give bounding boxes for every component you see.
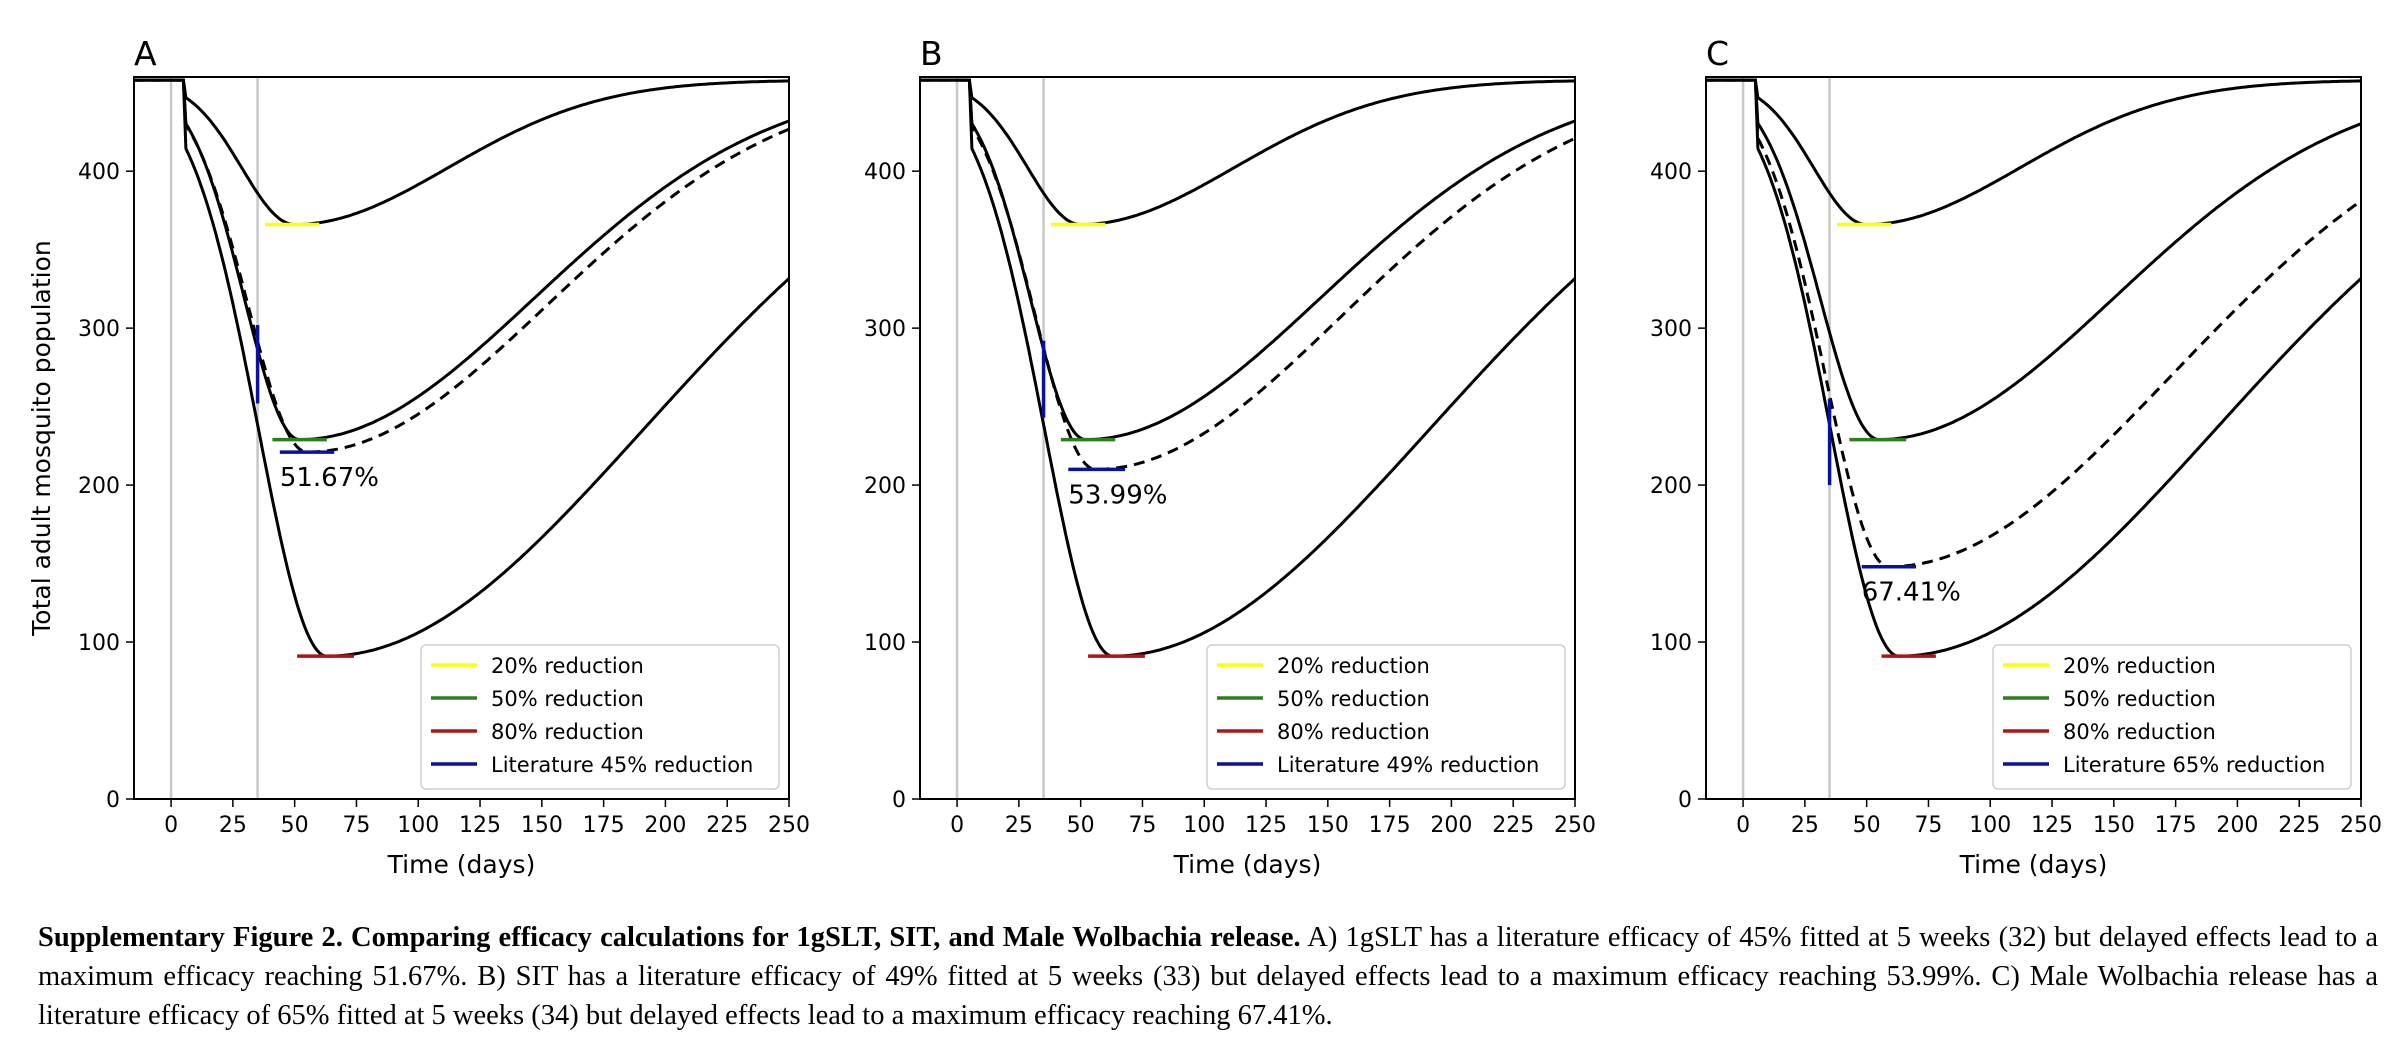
x-tick-label: 175 (1369, 813, 1411, 838)
x-tick-label: 50 (1067, 813, 1095, 838)
axes-frame (919, 76, 1576, 800)
legend-box (1992, 644, 2352, 790)
x-tick-label: 125 (1245, 813, 1287, 838)
panel-letter: C (1706, 34, 1729, 73)
y-tick-label: 300 (1650, 317, 1692, 342)
x-tick-label: 200 (1430, 813, 1472, 838)
y-tick-label: 300 (78, 317, 120, 342)
y-tick-label: 100 (864, 631, 906, 656)
x-tick-label: 175 (2155, 813, 2197, 838)
legend-entry: 80% reduction (1277, 720, 1430, 744)
y-tick-label: 0 (892, 788, 906, 813)
legend: 20% reduction 50% reduction 80% reduction L… (420, 644, 780, 790)
y-tick-label: 300 (864, 317, 906, 342)
series-line-1 (1706, 78, 2362, 226)
y-tick-label: 400 (1650, 160, 1692, 185)
x-tick-label: 225 (706, 813, 748, 838)
x-tick-label: 75 (1128, 813, 1156, 838)
chart-panel-b: 53.99% 0 25 50 75 100 125 150 175 200 225 250 0 100 20… (864, 34, 1596, 879)
x-tick-label: 25 (219, 813, 247, 838)
y-tick-label: 0 (106, 788, 120, 813)
legend-entry: 50% reduction (491, 687, 644, 711)
axes-frame (1705, 76, 2362, 800)
x-tick-label: 250 (768, 813, 810, 838)
figure: 51.67%0 25 50 75 100 125 150 175 200 225 250010020… (27, 34, 2382, 879)
x-tick-label: 0 (164, 813, 178, 838)
legend-entry: 50% reduction (2063, 687, 2216, 711)
x-tick-label: 100 (1183, 813, 1225, 838)
y-tick-label: 0 (1678, 788, 1692, 813)
x-tick-label: 75 (1914, 813, 1942, 838)
series-line-4 (134, 78, 790, 454)
series-line-1 (920, 78, 1576, 226)
y-tick-label: 200 (864, 474, 906, 499)
series-line-3 (920, 78, 1577, 658)
x-tick-label: 175 (583, 813, 625, 838)
legend-entry: 20% reduction (2063, 654, 2216, 678)
series-line-2 (920, 78, 1576, 442)
x-tick-label: 150 (521, 813, 563, 838)
peak-efficacy-label: 51.67% (280, 463, 379, 493)
x-tick-label: 125 (2031, 813, 2073, 838)
x-tick-label: 50 (281, 813, 309, 838)
caption-title: Supplementary Figure 2. Comparing effica… (38, 922, 1301, 953)
x-tick-label: 250 (1554, 813, 1596, 838)
series-line-4 (1706, 78, 2362, 569)
series-line-3 (134, 78, 791, 658)
legend-entry: 80% reduction (491, 720, 644, 744)
legend-entry: 20% reduction (1277, 654, 1430, 678)
series-line-4 (920, 78, 1576, 471)
legend-entry: Literature 65% reduction (2063, 753, 2325, 777)
x-axis-label: Time (days) (1173, 850, 1322, 879)
x-tick-label: 200 (2216, 813, 2258, 838)
series-line-2 (134, 78, 790, 442)
x-axis-label: Time (days) (1959, 850, 2108, 879)
x-tick-label: 150 (2093, 813, 2135, 838)
legend-box (1206, 644, 1566, 790)
y-tick-label: 400 (864, 160, 906, 185)
legend-entry: 80% reduction (2063, 720, 2216, 744)
legend: 20% reduction 50% reduction 80% reduction L… (1206, 644, 1566, 790)
y-tick-label: 100 (1650, 631, 1692, 656)
x-tick-label: 25 (1005, 813, 1033, 838)
series-line-2 (1706, 78, 2362, 442)
legend-entry: Literature 45% reduction (491, 753, 753, 777)
x-tick-label: 150 (1307, 813, 1349, 838)
x-tick-label: 200 (644, 813, 686, 838)
x-tick-label: 75 (342, 813, 370, 838)
legend-entry: 50% reduction (1277, 687, 1430, 711)
chart-panel-c: 67.41% 0 25 50 75 100 125 150 175 200 225 250 0 100 20… (1650, 34, 2382, 879)
caption-body: A) 1gSLT has a literature efficacy of 45… (38, 922, 2378, 1031)
legend-entry: Literature 49% reduction (1277, 753, 1539, 777)
axes-frame (133, 76, 790, 800)
x-tick-label: 50 (1853, 813, 1881, 838)
x-tick-label: 100 (397, 813, 439, 838)
x-tick-label: 25 (1791, 813, 1819, 838)
y-tick-label: 100 (78, 631, 120, 656)
legend-entry: 20% reduction (491, 654, 644, 678)
chart-panel-a: 51.67% 0 25 50 75 100 125 150 175 200 225 250 0 100 20… (27, 34, 810, 879)
x-tick-label: 225 (2278, 813, 2320, 838)
peak-efficacy-label: 53.99% (1068, 480, 1167, 510)
peak-efficacy-label: 67.41% (1862, 578, 1961, 608)
x-tick-label: 0 (950, 813, 964, 838)
x-tick-label: 0 (1736, 813, 1750, 838)
y-tick-label: 200 (78, 474, 120, 499)
legend-box (420, 644, 780, 790)
figure-caption: Supplementary Figure 2. Comparing effica… (38, 918, 2378, 1035)
x-tick-label: 250 (2340, 813, 2382, 838)
legend: 20% reduction 50% reduction 80% reduction L… (1992, 644, 2352, 790)
y-tick-label: 400 (78, 160, 120, 185)
panel-letter: A (134, 34, 157, 73)
x-axis-label: Time (days) (387, 850, 536, 879)
y-tick-label: 200 (1650, 474, 1692, 499)
series-line-3 (1706, 78, 2363, 658)
series-line-1 (134, 78, 790, 226)
y-axis-label: Total adult mosquito population (27, 240, 56, 636)
x-tick-label: 225 (1492, 813, 1534, 838)
x-tick-label: 125 (459, 813, 501, 838)
panel-letter: B (920, 34, 943, 73)
x-tick-label: 100 (1969, 813, 2011, 838)
